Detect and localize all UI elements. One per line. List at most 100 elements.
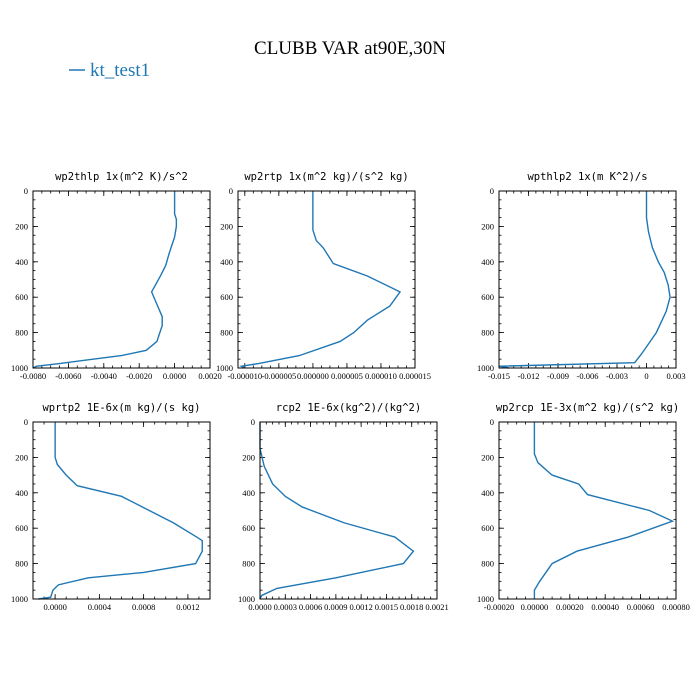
y-tick-label: 400 [481,257,494,267]
x-tick-label: 0.0020 [198,371,221,381]
x-tick-label: -0.0040 [91,371,117,381]
series-line [533,422,675,599]
x-tick-label: -0.009 [547,371,569,381]
x-tick-label: -0.015 [488,371,510,381]
x-tick-label: -0.012 [518,371,540,381]
legend: kt_test1 [69,60,150,81]
x-tick-label: -0.000010 [227,371,262,381]
panel-4: wprtp2 1E-6x(m kg)/(s kg) 0.0000 0.0004 0.0… [11,402,211,612]
y-tick-label: 800 [481,559,494,569]
x-tick-label: 0.0015 [375,602,398,612]
x-tick-label: 0.0012 [349,602,372,612]
x-tick-label: 0.000000 [297,371,329,381]
plot-frame [32,190,211,369]
series-line [38,422,203,600]
y-tick-label: 400 [15,488,28,498]
y-tick-label: 1000 [11,594,28,604]
y-tick-label: 400 [242,488,255,498]
y-tick-label: 400 [220,257,233,267]
x-tick-label: -0.0060 [55,371,81,381]
x-tick-label: 0.0008 [132,602,155,612]
x-tick-label: 0.0000 [43,602,66,612]
y-tick-label: 800 [220,328,233,338]
y-tick-label: 0 [251,417,255,427]
x-tick-label: 0.0012 [176,602,199,612]
y-tick-label: 200 [481,221,494,231]
x-tick-label: 0 [644,371,648,381]
y-tick-label: 1000 [216,363,233,373]
y-tick-label: 200 [15,221,28,231]
y-tick-label: 200 [15,452,28,462]
x-tick-label: 0.003 [666,371,685,381]
series-line [259,422,415,600]
plot-frame [237,190,416,369]
x-tick-label: -0.0080 [20,371,46,381]
x-tick-label: 0.00040 [591,602,619,612]
y-tick-label: 0 [229,186,233,196]
y-tick-label: 400 [15,257,28,267]
panel-5: rcp2 1E-6x(kg^2)/(kg^2)0.0000 0.0003 0.000… [238,402,449,612]
y-tick-label: 800 [15,559,28,569]
y-tick-label: 400 [481,488,494,498]
panel-1: wp2thlp 1x(m^2 K)/s^2 -0.0080 -0.0060 -0.00… [11,171,222,381]
panel-3: wpthlp2 1x(m K^2)/s -0.015 -0.012 -0.009 -0.… [477,171,686,381]
y-tick-label: 0 [490,417,494,427]
y-tick-label: 600 [481,523,494,533]
x-tick-label: -0.00020 [484,602,514,612]
y-tick-label: 1000 [238,594,255,604]
x-tick-label: 0.00060 [627,602,655,612]
y-tick-label: 200 [220,221,233,231]
x-tick-label: 0.0003 [274,602,297,612]
figure-title: CLUBB VAR at90E,30N [254,38,446,59]
x-tick-label: 0.0018 [400,602,423,612]
y-tick-label: 600 [242,523,255,533]
series-line [239,191,402,369]
panel-2: wp2rtp 1x(m^2 kg)/(s^2 kg) -0.000010 -0.00… [216,171,431,381]
x-tick-label: -0.006 [577,371,599,381]
x-tick-label: 0.0000 [248,602,271,612]
y-tick-label: 600 [15,523,28,533]
x-tick-label: 0.0009 [324,602,347,612]
panel-title: wpthlp2 1x(m K^2)/s [527,171,647,183]
y-tick-label: 0 [490,186,494,196]
x-tick-label: -0.000005 [261,371,296,381]
y-tick-label: 800 [481,328,494,338]
y-tick-label: 1000 [11,363,28,373]
panel-title: wp2rcp 1E-3x(m^2 kg)/(s^2 kg) [496,402,679,414]
y-tick-label: 1000 [477,363,494,373]
y-tick-label: 0 [24,417,28,427]
panel-6: wp2rcp 1E-3x(m^2 kg)/(s^2 kg) -0.00020 0.0… [477,402,690,612]
panels: wp2thlp 1x(m^2 K)/s^2-0.0080 -0.0060 -0.00… [11,171,690,612]
x-tick-label: 0.000005 [331,371,363,381]
y-tick-label: 800 [242,559,255,569]
x-tick-label: 0.0000 [163,371,186,381]
panel-title: wprtp2 1E-6x(m kg)/(s kg) [42,402,200,414]
legend-label: kt_test1 [90,60,150,81]
y-tick-label: 600 [220,292,233,302]
plot-frame [498,190,677,369]
plot-frame [498,421,677,600]
y-tick-label: 200 [481,452,494,462]
y-tick-label: 600 [15,292,28,302]
panel-title: wp2rtp 1x(m^2 kg)/(s^2 kg) [244,171,408,183]
x-tick-label: -0.003 [606,371,628,381]
x-tick-label: -0.0020 [126,371,152,381]
series-line [32,191,178,369]
y-tick-label: 0 [24,186,28,196]
panel-title: wp2thlp 1x(m^2 K)/s^2 [55,171,188,183]
y-tick-label: 800 [15,328,28,338]
x-tick-label: 0.00080 [662,602,690,612]
x-tick-label: 0.00000 [521,602,549,612]
y-tick-label: 1000 [477,594,494,604]
plot-frame [259,421,438,600]
x-tick-label: 0.0004 [88,602,112,612]
plot-frame [32,421,211,600]
x-tick-label: 0.000010 [365,371,397,381]
y-tick-label: 600 [481,292,494,302]
x-tick-label: 0.000015 [399,371,431,381]
series-line [498,191,671,369]
x-tick-label: 0.0021 [425,602,448,612]
y-tick-label: 200 [242,452,255,462]
x-tick-label: 0.0006 [299,602,322,612]
